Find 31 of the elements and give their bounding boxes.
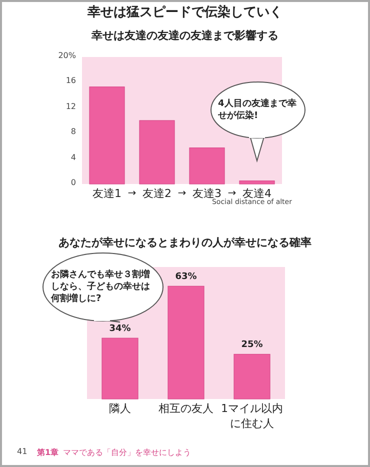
y-tick-label: 8 — [70, 127, 76, 136]
data-label: 25% — [240, 340, 264, 350]
bar — [239, 180, 275, 184]
x-tick-label: 友達2 — [142, 187, 172, 200]
bar — [89, 86, 125, 184]
text: 第1章 — [37, 447, 59, 458]
annotation: 4人目の友達まで幸せが伝染! — [218, 98, 298, 122]
text: → — [126, 188, 138, 199]
text: ママである「自分」を幸せにしよう — [63, 447, 191, 458]
x-tick-label: 隣人 — [108, 402, 132, 417]
y-tick-label: 20% — [57, 51, 76, 60]
x-tick-label: 友達4 — [242, 187, 272, 200]
y-tick-label: 12 — [64, 102, 76, 111]
data-label: 63% — [174, 272, 198, 282]
text: → — [176, 188, 188, 199]
bar — [139, 120, 175, 184]
text: 41 — [17, 447, 28, 456]
data-label: 34% — [108, 324, 132, 334]
text: → — [228, 188, 236, 199]
y-tick-label: 16 — [64, 76, 76, 86]
chart-title: 幸せは猛スピードで伝染していく — [86, 4, 284, 21]
annotation: お隣さんでも幸せ３割増しなら、子どもの幸せは何割増しに? — [51, 269, 151, 306]
chart-title: あなたが幸せになるとまわりの人が幸せになる確率 — [58, 235, 312, 250]
chart-subtitle: 幸せは友達の友達の友達まで影響する — [90, 28, 280, 43]
x-tick-label: 相互の友人 — [158, 402, 214, 417]
x-tick-label: 1マイル以内に住む人 — [220, 402, 284, 432]
y-tick-label: 0 — [70, 178, 76, 187]
y-tick-label: 4 — [70, 152, 76, 162]
bar — [189, 148, 225, 184]
x-tick-label: 友達1 — [92, 187, 122, 200]
x-tick-label: 友達3 — [192, 187, 222, 200]
